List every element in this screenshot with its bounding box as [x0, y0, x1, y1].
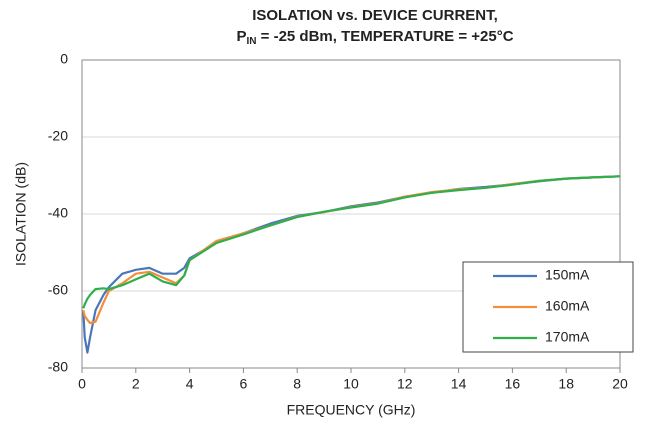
plot-border: [81, 59, 621, 369]
y-tick-label: -60: [48, 282, 68, 298]
x-tick-label: 6: [240, 376, 248, 392]
legend-label: 170mA: [545, 329, 590, 345]
series-line: [82, 175, 621, 309]
legend-label: 160mA: [545, 298, 590, 314]
legend-box: [462, 261, 634, 353]
subtitle-sub: IN: [246, 36, 256, 47]
x-tick-label: 2: [132, 376, 140, 392]
x-tick-label: 0: [78, 376, 86, 392]
y-tick-label: -80: [48, 359, 68, 375]
x-tick-label: 20: [612, 376, 628, 392]
x-tick-label: 10: [343, 376, 359, 392]
subtitle-part: = -25 dBm, TEMPERATURE = +25°C: [256, 28, 513, 45]
y-tick-label: -40: [48, 205, 68, 221]
x-tick-label: 12: [397, 376, 413, 392]
x-tick-label: 14: [451, 376, 467, 392]
x-tick-label: 8: [293, 376, 301, 392]
chart-subtitle: PIN = -25 dBm, TEMPERATURE = +25°C: [236, 28, 513, 47]
x-tick-label: 16: [505, 376, 521, 392]
legend-label: 150mA: [545, 267, 590, 283]
x-tick-label: 4: [186, 376, 194, 392]
x-tick-label: 18: [558, 376, 574, 392]
y-tick-label: 0: [60, 51, 68, 67]
y-axis-label: ISOLATION (dB): [13, 162, 29, 266]
x-axis-label: FREQUENCY (GHz): [287, 402, 416, 418]
y-tick-label: -20: [48, 128, 68, 144]
subtitle-part: P: [236, 28, 246, 45]
chart-title: ISOLATION vs. DEVICE CURRENT,: [252, 7, 498, 24]
